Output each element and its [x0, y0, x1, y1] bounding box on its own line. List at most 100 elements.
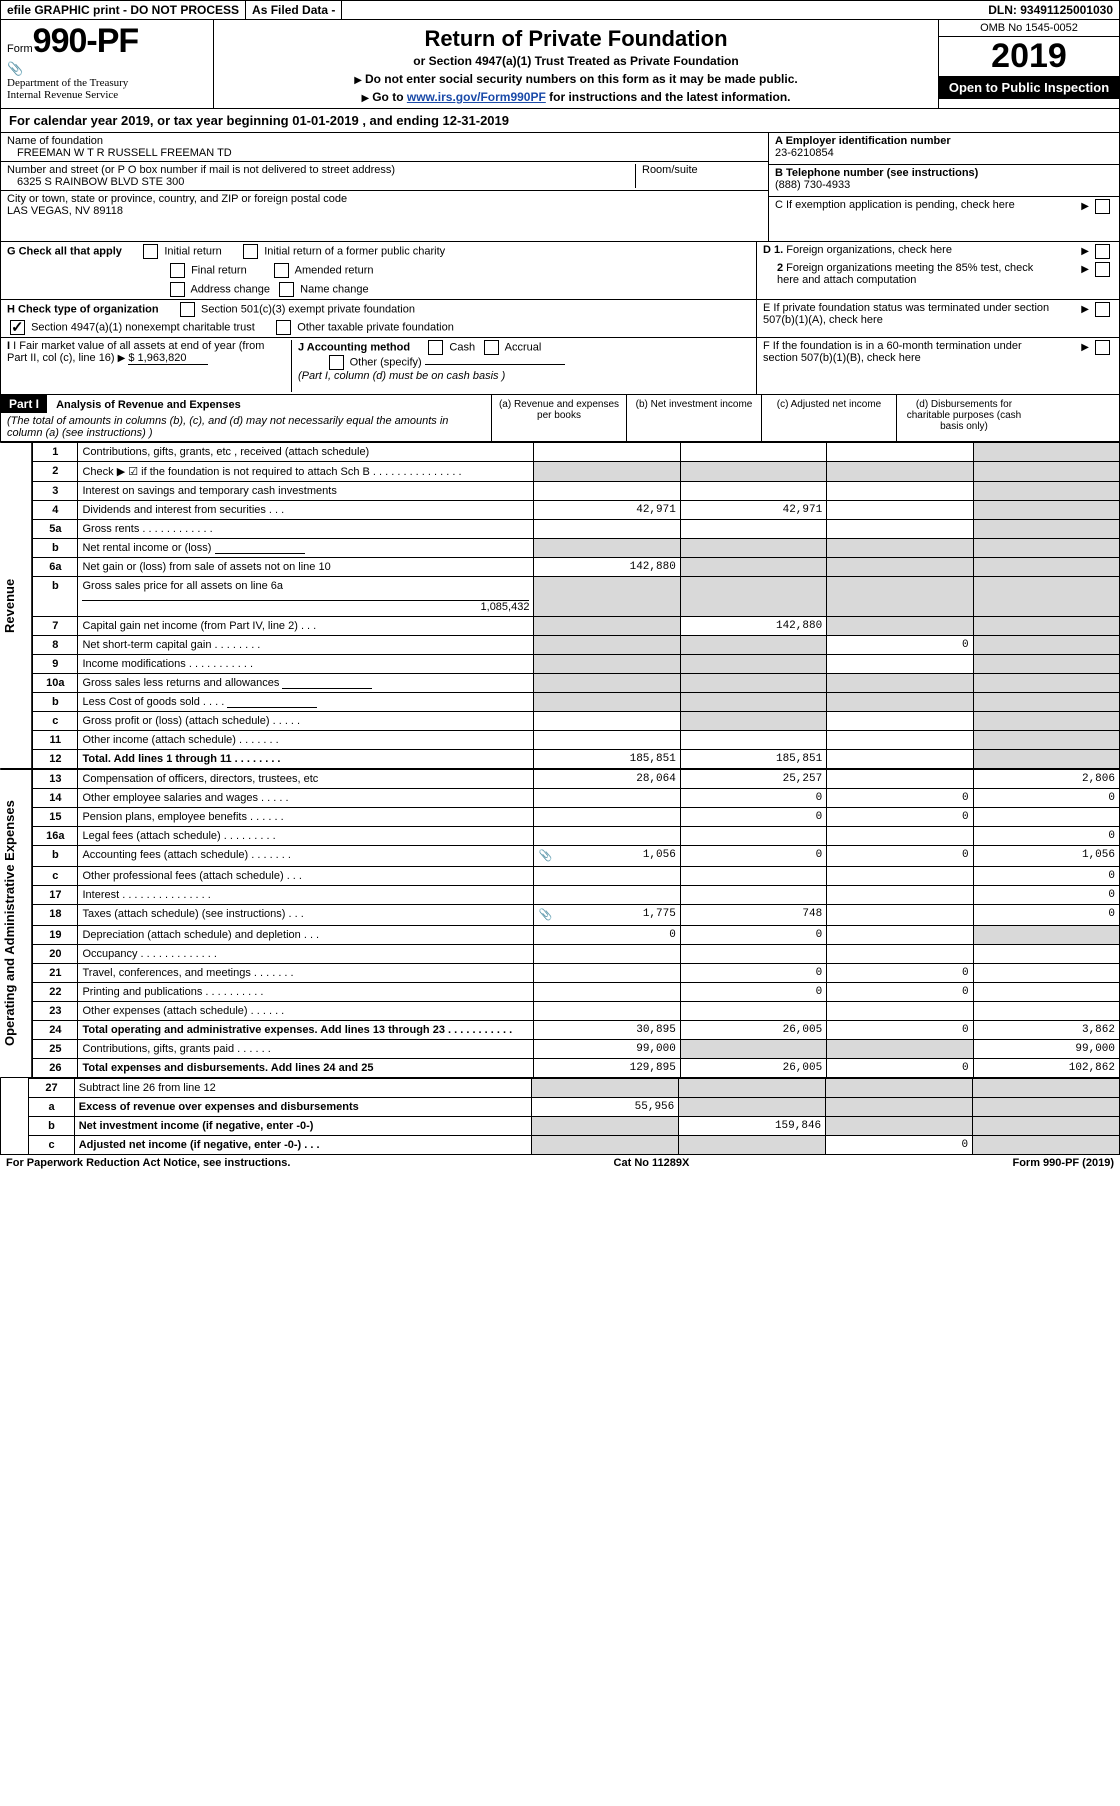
chk-4947a1[interactable] [10, 320, 25, 335]
instr1: Do not enter social security numbers on … [365, 72, 798, 86]
chk-name-change[interactable] [279, 282, 294, 297]
chk-other-taxable[interactable] [276, 320, 291, 335]
line-number: 16a [33, 827, 78, 846]
table-row: 1Contributions, gifts, grants, etc , rec… [33, 443, 1120, 462]
col-b-value: 0 [680, 846, 826, 867]
page-footer: For Paperwork Reduction Act Notice, see … [0, 1155, 1120, 1171]
asfiled-label: As Filed Data - [252, 3, 335, 17]
expenses-section: Operating and Administrative Expenses 13… [0, 769, 1120, 1078]
col-b-value [680, 655, 826, 674]
chk-accrual[interactable] [484, 340, 499, 355]
instr-link[interactable]: www.irs.gov/Form990PF [407, 90, 546, 104]
revenue-table: 1Contributions, gifts, grants, etc , rec… [32, 442, 1120, 769]
line-label: Subtract line 26 from line 12 [74, 1079, 532, 1098]
line-label: Capital gain net income (from Part IV, l… [78, 617, 534, 636]
col-b-value [680, 731, 826, 750]
table-row: 21Travel, conferences, and meetings . . … [33, 964, 1120, 983]
f-label: F If the foundation is in a 60-month ter… [763, 340, 1053, 364]
col-b-value [680, 482, 826, 501]
chk-address-change[interactable] [170, 282, 185, 297]
col-a-value [534, 867, 680, 886]
h-opt-0: Section 501(c)(3) exempt private foundat… [201, 303, 415, 315]
line-number: 13 [33, 770, 78, 789]
col-c-value: 0 [827, 1021, 973, 1040]
i-label: I [7, 340, 10, 352]
chk-501c3[interactable] [180, 302, 195, 317]
table-row: 15Pension plans, employee benefits . . .… [33, 808, 1120, 827]
col-c-value [827, 886, 973, 905]
col-d-value [973, 482, 1119, 501]
line-number: 9 [33, 655, 78, 674]
g-opt-2: Final return [191, 264, 247, 276]
col-d-value [973, 750, 1119, 769]
col-d-value [973, 1136, 1120, 1155]
line-number: c [29, 1136, 74, 1155]
col-d-value [973, 1117, 1120, 1136]
col-d-value: 0 [973, 886, 1119, 905]
col-a-value [534, 983, 680, 1002]
col-c-value [827, 867, 973, 886]
chk-other-method[interactable] [329, 355, 344, 370]
foundation-name: FREEMAN W T R RUSSELL FREEMAN TD [7, 147, 762, 159]
d2-checkbox[interactable] [1095, 262, 1110, 277]
col-c-value [827, 926, 973, 945]
line-label: Other professional fees (attach schedule… [78, 867, 534, 886]
j-opt-other: Other (specify) [350, 356, 422, 368]
table-row: bLess Cost of goods sold . . . . [33, 693, 1120, 712]
line-number: 5a [33, 520, 78, 539]
line-number: b [33, 846, 78, 867]
line-label: Depreciation (attach schedule) and deple… [78, 926, 534, 945]
table-row: 26Total expenses and disbursements. Add … [33, 1059, 1120, 1078]
col-b-head: (b) Net investment income [627, 395, 762, 441]
line-label: Interest . . . . . . . . . . . . . . . [78, 886, 534, 905]
col-a-value [534, 886, 680, 905]
dept-label: Department of the Treasury [7, 77, 207, 89]
e-checkbox[interactable] [1095, 302, 1110, 317]
line-number: 15 [33, 808, 78, 827]
c-checkbox[interactable] [1095, 199, 1110, 214]
chk-initial-return[interactable] [143, 244, 158, 259]
col-b-value [680, 886, 826, 905]
line-number: 21 [33, 964, 78, 983]
col-c-value: 0 [827, 1059, 973, 1078]
table-row: bNet rental income or (loss) [33, 539, 1120, 558]
col-c-value [827, 443, 973, 462]
form-header: Form990-PF 📎 Department of the Treasury … [0, 20, 1120, 109]
line-number: a [29, 1098, 74, 1117]
topbar: efile GRAPHIC print - DO NOT PROCESS As … [0, 0, 1120, 20]
chk-amended[interactable] [274, 263, 289, 278]
line-number: 2 [33, 462, 78, 482]
line-number: b [33, 539, 78, 558]
chk-final-return[interactable] [170, 263, 185, 278]
col-b-value [680, 867, 826, 886]
col-c-value [827, 945, 973, 964]
chk-cash[interactable] [428, 340, 443, 355]
tax-year: 2019 [939, 37, 1119, 76]
col-c-value [827, 905, 973, 926]
col-a-value: 28,064 [534, 770, 680, 789]
form-title: Return of Private Foundation [224, 26, 928, 52]
h-opt-2: Other taxable private foundation [297, 321, 454, 333]
f-checkbox[interactable] [1095, 340, 1110, 355]
table-row: 17Interest . . . . . . . . . . . . . . .… [33, 886, 1120, 905]
col-a-head: (a) Revenue and expenses per books [492, 395, 627, 441]
table-row: 27Subtract line 26 from line 12 [29, 1079, 1120, 1098]
line-label: Adjusted net income (if negative, enter … [74, 1136, 532, 1155]
d1-checkbox[interactable] [1095, 244, 1110, 259]
line-number: 17 [33, 886, 78, 905]
addr-label: Number and street (or P O box number if … [7, 164, 631, 176]
col-a-value [534, 693, 680, 712]
col-c-value [827, 617, 973, 636]
table-row: 4Dividends and interest from securities … [33, 501, 1120, 520]
table-row: 3Interest on savings and temporary cash … [33, 482, 1120, 501]
line-number: b [29, 1117, 74, 1136]
col-b-value [680, 945, 826, 964]
col-c-value: 0 [826, 1136, 973, 1155]
line-label: Excess of revenue over expenses and disb… [74, 1098, 532, 1117]
col-c-value: 0 [827, 808, 973, 827]
part1-label: Part I [1, 395, 47, 413]
part1-note: (The total of amounts in columns (b), (c… [1, 413, 491, 441]
chk-initial-former[interactable] [243, 244, 258, 259]
phone-label: B Telephone number (see instructions) [775, 167, 978, 179]
line-label: Gross sales price for all assets on line… [78, 577, 534, 617]
